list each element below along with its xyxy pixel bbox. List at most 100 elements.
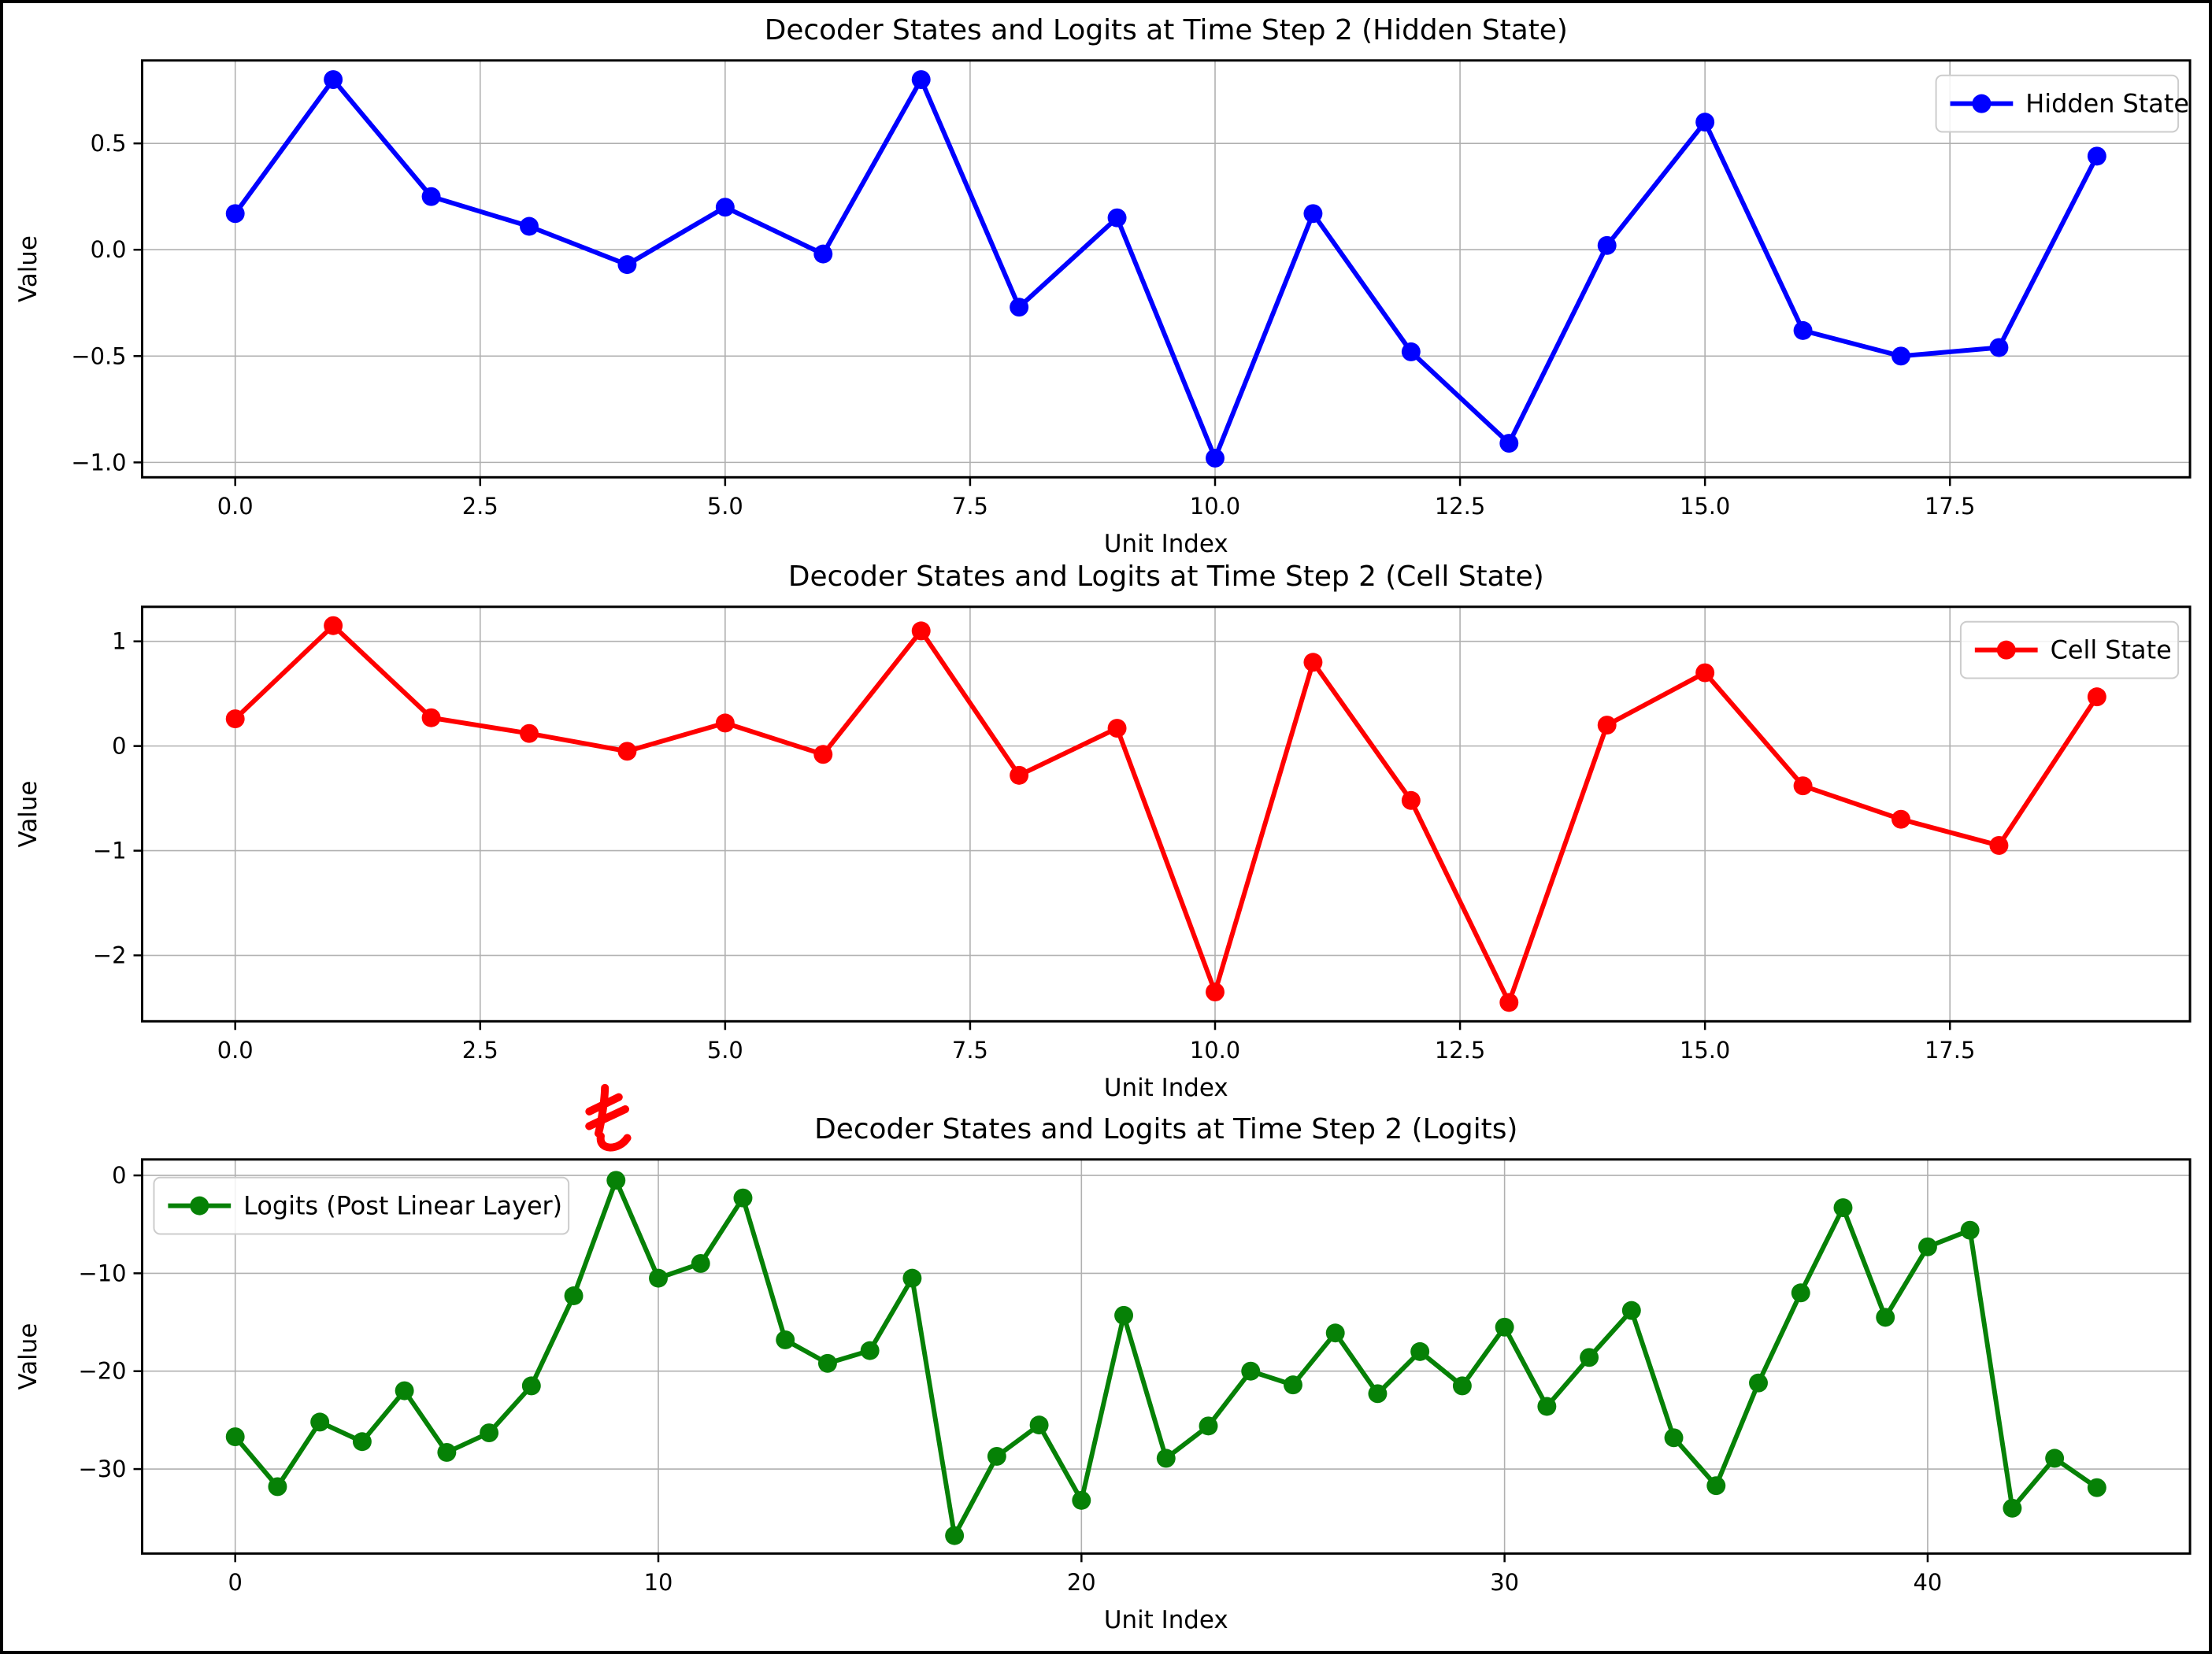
data-point	[1664, 1428, 1684, 1448]
data-point	[1695, 663, 1715, 683]
data-point	[225, 204, 245, 224]
x-tick-label: 0.0	[217, 1037, 254, 1064]
y-tick-label: 0	[112, 733, 126, 760]
data-point	[480, 1423, 499, 1443]
data-point	[421, 187, 441, 206]
x-tick-label: 10.0	[1190, 1037, 1240, 1064]
data-point	[437, 1442, 457, 1462]
data-point	[715, 198, 735, 217]
data-point	[715, 713, 735, 733]
data-point	[733, 1188, 753, 1208]
data-point	[1206, 448, 1225, 468]
data-point	[1597, 716, 1617, 735]
data-point	[1495, 1317, 1514, 1337]
x-tick-label: 17.5	[1925, 493, 1975, 520]
y-tick-label: −2	[93, 942, 127, 969]
data-point	[324, 616, 343, 635]
data-point	[1199, 1416, 1218, 1436]
x-tick-label: 20	[1067, 1569, 1096, 1596]
data-point	[521, 1376, 541, 1396]
legend-marker-sample	[1996, 640, 2016, 660]
data-point	[1917, 1237, 1937, 1256]
data-point	[310, 1412, 330, 1432]
data-point	[225, 709, 245, 729]
data-point	[1876, 1308, 1895, 1327]
x-tick-label: 2.5	[462, 493, 498, 520]
data-point	[813, 745, 833, 764]
data-point	[1833, 1198, 1853, 1218]
y-tick-label: 0	[112, 1162, 126, 1189]
data-point	[1107, 208, 1127, 228]
data-point	[1303, 653, 1323, 672]
data-point	[1114, 1305, 1134, 1325]
data-point	[1793, 776, 1813, 796]
data-point	[617, 742, 637, 761]
x-axis-label: Unit Index	[1104, 530, 1228, 558]
data-point	[1499, 993, 1519, 1012]
y-axis-label: Value	[14, 781, 43, 848]
x-axis-label: Unit Index	[1104, 1074, 1228, 1102]
x-tick-label: 15.0	[1680, 1037, 1730, 1064]
legend-label: Logits (Post Linear Layer)	[243, 1191, 562, 1221]
y-tick-label: 1	[112, 628, 126, 655]
x-tick-label: 15.0	[1680, 493, 1730, 520]
x-tick-label: 12.5	[1435, 493, 1485, 520]
data-point	[1749, 1373, 1768, 1393]
data-point	[1597, 235, 1617, 255]
y-axis-label: Value	[14, 235, 43, 302]
y-tick-label: 0.5	[91, 130, 127, 157]
y-tick-label: −1	[93, 838, 127, 864]
data-point	[911, 621, 931, 641]
x-tick-label: 5.0	[707, 1037, 743, 1064]
data-point	[902, 1268, 922, 1288]
y-tick-label: 0.0	[91, 236, 127, 263]
y-tick-label: −0.5	[71, 342, 126, 369]
y-tick-label: −20	[79, 1358, 127, 1385]
x-tick-label: 40	[1914, 1569, 1943, 1596]
data-point	[268, 1477, 287, 1497]
data-point	[352, 1432, 372, 1452]
data-point	[395, 1381, 414, 1401]
data-point	[945, 1526, 965, 1545]
data-point	[324, 70, 343, 90]
chart-title: Decoder States and Logits at Time Step 2…	[788, 561, 1544, 593]
axes-border	[141, 59, 2192, 479]
data-point	[1695, 113, 1715, 132]
data-point	[1499, 434, 1519, 453]
annotation-ki-stroke	[594, 1083, 610, 1138]
data-point	[1241, 1361, 1261, 1381]
x-tick-label: 17.5	[1925, 1037, 1975, 1064]
data-point	[1325, 1323, 1345, 1343]
chart-title: Decoder States and Logits at Time Step 2…	[765, 14, 1568, 46]
data-point	[2087, 1478, 2106, 1497]
data-point	[2087, 146, 2106, 166]
data-point	[691, 1254, 710, 1273]
data-point	[813, 244, 833, 264]
data-point	[1791, 1283, 1810, 1303]
x-tick-label: 10	[644, 1569, 673, 1596]
annotation-ki-stroke	[596, 1132, 632, 1152]
data-point	[817, 1353, 837, 1373]
x-tick-label: 10.0	[1190, 493, 1240, 520]
figure-svg: 0.0 2.5 5.0 7.5 10.0 12.5 15.0 17.50.50.0−0.5−1…	[14, 14, 2192, 1634]
data-point	[1580, 1348, 1599, 1367]
x-tick-label: 7.5	[952, 493, 988, 520]
data-point	[1960, 1220, 1980, 1240]
annotation-ki	[585, 1083, 632, 1152]
x-tick-label: 2.5	[462, 1037, 498, 1064]
y-tick-label: −30	[79, 1456, 127, 1482]
data-point	[1621, 1301, 1641, 1320]
data-point	[2003, 1498, 2022, 1518]
legend-marker-sample	[1972, 94, 1992, 113]
legend-marker-sample	[190, 1196, 209, 1216]
data-point	[1989, 338, 2009, 357]
data-point	[1401, 342, 1421, 361]
data-point	[606, 1171, 626, 1190]
annotation-ki-stroke	[585, 1105, 630, 1130]
data-point	[2087, 687, 2106, 707]
data-point	[1892, 346, 1910, 366]
x-tick-label: 0	[228, 1569, 243, 1596]
data-point	[421, 708, 441, 727]
chart-title: Decoder States and Logits at Time Step 2…	[814, 1113, 1517, 1145]
